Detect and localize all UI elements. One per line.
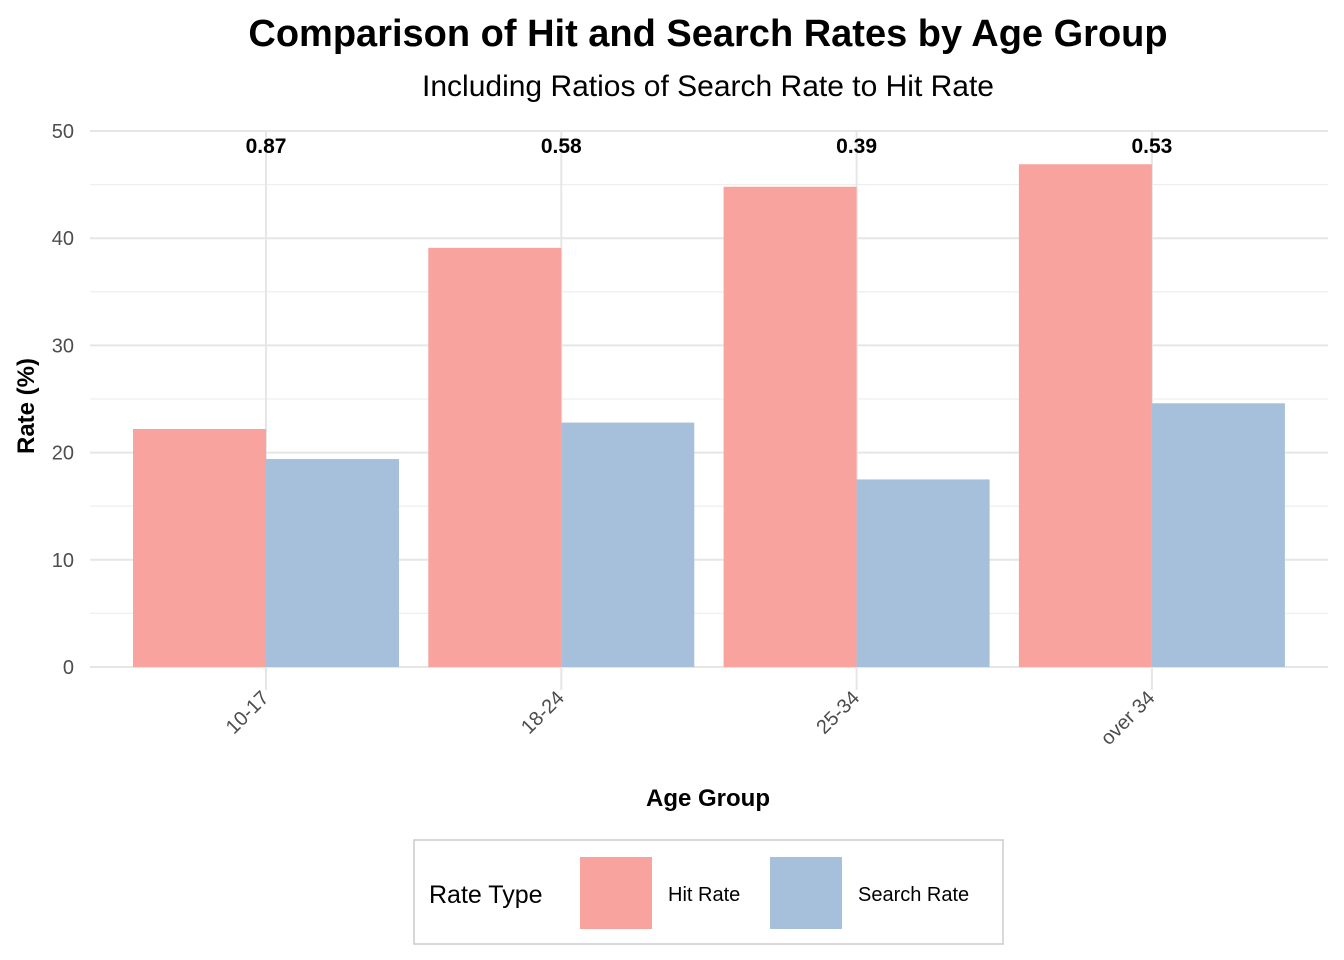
x-axis-title: Age Group: [646, 785, 770, 812]
bar-search-rate-18-24: [561, 422, 695, 667]
y-tick-label: 10: [52, 550, 74, 572]
x-tick-label: 10-17: [222, 687, 274, 739]
bar-hit-rate-10-17: [133, 429, 266, 667]
ratio-label: 0.87: [246, 135, 287, 158]
ratio-label: 0.39: [836, 135, 877, 158]
legend-label-hit-rate: Hit Rate: [668, 884, 740, 906]
bar-search-rate-10-17: [266, 459, 399, 667]
x-tick-label: over 34: [1097, 687, 1160, 750]
bar-hit-rate-over-34: [1018, 164, 1152, 667]
x-tick-label: 25-34: [812, 687, 864, 739]
y-axis-title: Rate (%): [13, 358, 40, 454]
legend-swatch-search-rate: [770, 857, 842, 929]
chart-subtitle: Including Ratios of Search Rate to Hit R…: [422, 70, 994, 103]
y-tick-label: 40: [52, 228, 74, 250]
legend-box: [413, 839, 1004, 945]
bars: [133, 164, 1285, 667]
x-axis-ticks: 10-17 18-24 25-34 over 34: [222, 687, 1160, 750]
legend: Rate Type Hit Rate Search Rate: [413, 839, 1004, 945]
chart-title: Comparison of Hit and Search Rates by Ag…: [248, 13, 1167, 55]
bar-search-rate-over-34: [1151, 403, 1285, 667]
legend-title: Rate Type: [429, 881, 543, 909]
y-tick-label: 0: [63, 657, 74, 679]
y-tick-label: 30: [52, 335, 74, 357]
x-tick-label: 18-24: [517, 687, 569, 739]
bar-hit-rate-18-24: [428, 247, 562, 667]
y-tick-label: 50: [52, 121, 74, 143]
ratio-label: 0.53: [1131, 135, 1172, 158]
ratio-label: 0.58: [541, 135, 582, 158]
y-axis-ticks: 0 10 20 30 40 50: [52, 121, 74, 679]
bar-search-rate-25-34: [856, 479, 990, 667]
legend-swatch-hit-rate: [580, 857, 652, 929]
y-tick-label: 20: [52, 443, 74, 465]
legend-label-search-rate: Search Rate: [858, 884, 969, 906]
bar-hit-rate-25-34: [723, 186, 857, 667]
ratio-labels: 0.87 0.58 0.39 0.53: [246, 135, 1173, 158]
